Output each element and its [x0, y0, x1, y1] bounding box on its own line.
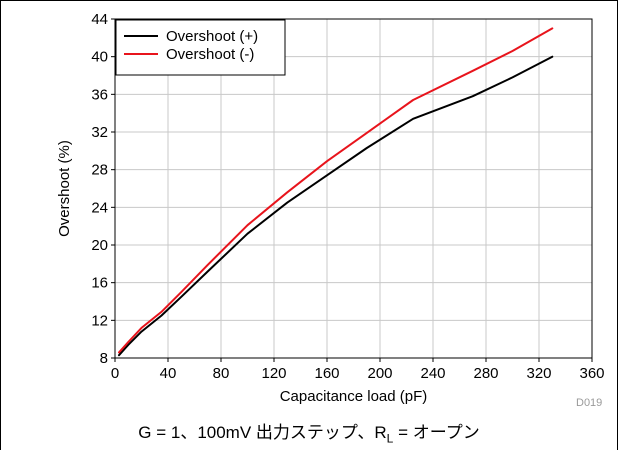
y-tick-label: 28 [91, 162, 108, 179]
y-tick-label: 20 [91, 237, 108, 254]
x-tick-label: 320 [526, 365, 551, 382]
caption-suffix: = オープン [393, 423, 480, 442]
x-tick-label: 160 [314, 365, 339, 382]
y-tick-label: 16 [91, 275, 108, 292]
legend-label-2: Overshoot (-) [166, 46, 254, 63]
x-tick-label: 120 [261, 365, 286, 382]
x-axis-label: Capacitance load (pF) [280, 388, 428, 405]
y-tick-label: 24 [91, 199, 108, 216]
series-line-2 [118, 27, 554, 354]
series-line-1 [118, 55, 554, 357]
legend: Overshoot (+)Overshoot (-) [115, 19, 286, 76]
x-tick-label: 40 [160, 365, 177, 382]
caption-subscript: L [386, 431, 394, 446]
y-tick-labels: 8 12 16 20 24 28 32 36 40 44 [91, 11, 115, 367]
y-tick-label: 32 [91, 124, 108, 141]
plot-area [114, 18, 593, 359]
legend-box [115, 19, 286, 76]
x-tick-label: 0 [111, 365, 119, 382]
x-tick-label: 200 [367, 365, 392, 382]
x-tick-label: 360 [579, 365, 604, 382]
x-tick-labels: 0 40 80 120 160 200 240 280 320 360 [111, 358, 605, 382]
y-tick-label: 12 [91, 312, 108, 329]
y-tick-label: 44 [91, 11, 108, 28]
y-tick-label: 8 [100, 350, 108, 367]
y-tick-label: 36 [91, 86, 108, 103]
y-tick-label: 40 [91, 49, 108, 66]
y-axis-label: Overshoot (%) [56, 140, 73, 237]
figure-id: D019 [576, 397, 603, 409]
x-tick-label: 280 [473, 365, 498, 382]
x-tick-label: 80 [213, 365, 230, 382]
figure-caption: G = 1、100mV 出力ステップ、RL = オープン [0, 418, 618, 445]
x-tick-label: 240 [420, 365, 445, 382]
legend-label-1: Overshoot (+) [166, 28, 258, 45]
caption-prefix: G = 1、100mV 出力ステップ、R [138, 423, 387, 442]
series-lines [118, 27, 554, 357]
